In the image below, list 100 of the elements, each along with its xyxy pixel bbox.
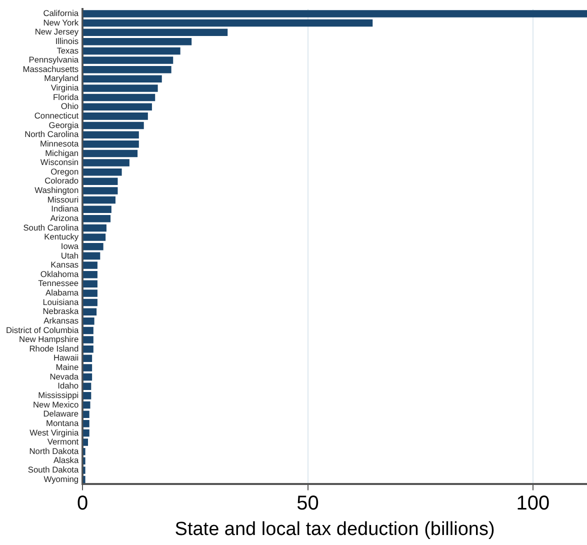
bar [83, 270, 98, 278]
x-tick-label: 0 [77, 492, 88, 515]
bar [83, 150, 138, 158]
y-tick-label: Rhode Island [29, 343, 79, 354]
y-tick-label: Wisconsin [40, 157, 79, 168]
bar [83, 56, 174, 64]
bar [83, 178, 118, 186]
y-tick-label: Virginia [50, 82, 79, 93]
bar [83, 326, 94, 334]
x-axis-title: State and local tax deduction (billions) [174, 518, 495, 540]
bar [83, 94, 156, 102]
y-tick-label: Alaska [53, 455, 79, 466]
y-tick-label: Mississippi [38, 390, 79, 400]
y-tick-label: Wyoming [44, 474, 79, 484]
bar [83, 234, 106, 241]
x-tick-label: 50 [296, 492, 319, 515]
y-tick-label: New Jersey [34, 26, 80, 37]
y-tick-label: Oklahoma [40, 268, 79, 279]
y-tick-label: South Carolina [23, 222, 79, 232]
y-tick-label: Utah [60, 250, 79, 260]
y-tick-label: New York [43, 17, 80, 28]
bar [83, 122, 144, 130]
y-tick-label: North Dakota [29, 446, 79, 456]
bar [83, 215, 111, 222]
y-tick-label: Arizona [50, 212, 79, 223]
bar [83, 103, 152, 110]
y-tick-label: Alabama [46, 288, 79, 298]
y-tick-label: Idaho [58, 380, 79, 391]
y-tick-label: Illinois [55, 36, 79, 46]
x-tick-label: 100 [516, 492, 550, 515]
bar [83, 336, 94, 344]
y-tick-label: Vermont [47, 436, 80, 447]
y-tick-label: District of Columbia [6, 324, 79, 335]
bar [83, 373, 92, 381]
y-tick-label: Montana [46, 418, 79, 428]
bar [83, 354, 92, 362]
bar [83, 262, 98, 269]
y-tick-label: Georgia [48, 120, 79, 130]
bar [83, 392, 92, 400]
bar [83, 410, 90, 418]
y-tick-label: Oregon [50, 166, 79, 176]
bar [83, 420, 90, 428]
bar [83, 84, 158, 92]
y-tick-label: New Mexico [32, 399, 79, 410]
bar [83, 298, 98, 306]
y-tick-label: Iowa [60, 240, 79, 251]
bar [83, 429, 90, 437]
y-tick-label: Nebraska [42, 306, 79, 316]
bar [83, 224, 106, 232]
y-tick-label: Maine [56, 362, 79, 372]
bar [83, 75, 162, 83]
y-tick-label: Delaware [43, 408, 79, 419]
y-tick-label: South Dakota [28, 464, 79, 475]
y-tick-label: Pennsylvania [28, 54, 79, 65]
bar [83, 308, 97, 316]
y-tick-label: Massachusetts [22, 64, 79, 74]
bar [83, 280, 98, 288]
bar [83, 19, 373, 27]
y-tick-label: Kansas [50, 260, 79, 270]
y-tick-label: Kentucky [44, 232, 80, 242]
y-tick-label: Indiana [51, 204, 79, 214]
bar [83, 168, 122, 176]
y-tick-label: Washington [34, 185, 79, 196]
y-tick-label: New Hampshire [19, 334, 79, 344]
y-tick-label: Missouri [47, 194, 79, 204]
y-tick-label: Ohio [60, 101, 79, 112]
bar [83, 438, 88, 446]
bar [83, 38, 192, 46]
bar [83, 252, 100, 260]
y-tick-label: Connecticut [34, 110, 80, 121]
y-tick-label: Louisiana [42, 296, 79, 307]
bar [83, 131, 139, 138]
bar [83, 242, 104, 250]
bar [83, 345, 94, 353]
bar [83, 159, 130, 166]
y-tick-label: Nevada [50, 371, 79, 382]
bar [83, 364, 92, 372]
y-tick-label: Colorado [44, 176, 79, 186]
y-tick-label: North Carolina [24, 129, 79, 140]
bar [83, 206, 112, 213]
y-tick-label: Texas [56, 45, 79, 56]
bar [83, 318, 94, 325]
y-tick-label: California [43, 8, 79, 18]
bar [83, 401, 90, 409]
y-tick-label: Michigan [45, 148, 79, 158]
bar [83, 66, 172, 74]
y-tick-label: Florida [52, 92, 79, 102]
bar [83, 28, 228, 36]
bar [83, 290, 98, 297]
y-tick-label: Hawaii [53, 352, 79, 363]
y-tick-label: Arkansas [44, 315, 79, 326]
bar [83, 187, 118, 194]
bar [83, 382, 92, 390]
bar [83, 140, 139, 148]
bar [83, 10, 587, 18]
y-tick-label: Minnesota [40, 138, 79, 148]
y-tick-label: West Virginia [30, 427, 79, 438]
bar [83, 196, 116, 204]
bar [83, 47, 180, 55]
bar [83, 112, 148, 120]
